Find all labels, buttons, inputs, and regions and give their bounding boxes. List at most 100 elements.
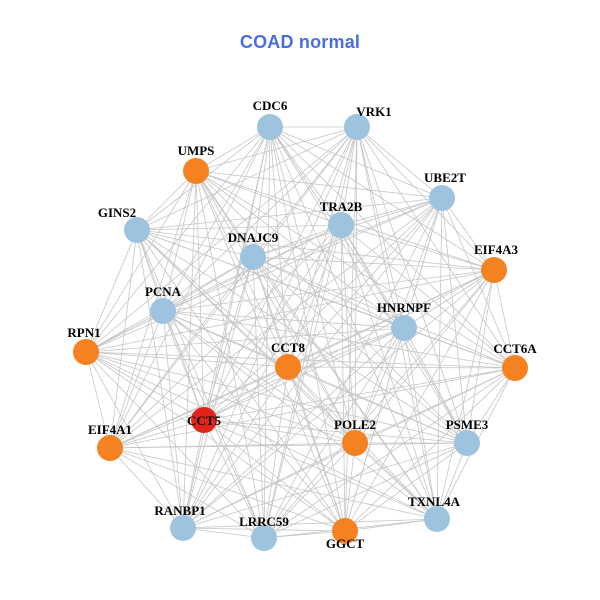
edge [85, 351, 289, 368]
edge [85, 351, 265, 539]
node-label-psme3: PSME3 [446, 417, 489, 432]
edge [195, 170, 468, 444]
edge [263, 197, 443, 539]
edge [109, 447, 438, 520]
edge [182, 126, 271, 529]
edge [195, 126, 358, 172]
node-label-ube2t: UBE2T [424, 170, 466, 185]
edge [109, 366, 289, 449]
edge [182, 442, 356, 529]
edge [344, 327, 405, 532]
edge [85, 310, 164, 353]
edge [182, 256, 254, 529]
edge [85, 229, 138, 353]
edge [85, 197, 443, 353]
edge [252, 256, 516, 369]
edge [182, 197, 443, 529]
edge [109, 224, 342, 449]
edge [203, 419, 438, 520]
edge [203, 197, 443, 421]
edge [340, 224, 495, 271]
node-label-umps: UMPS [178, 143, 215, 158]
edge [85, 327, 405, 353]
node-cct6a [502, 355, 528, 381]
edge [136, 224, 342, 231]
edge [195, 170, 438, 520]
edge [203, 419, 356, 444]
edge [354, 126, 358, 444]
edge [182, 527, 265, 539]
edge [344, 518, 438, 532]
node-label-tra2b: TRA2B [320, 199, 363, 214]
edge [203, 269, 495, 421]
edge [109, 310, 164, 449]
edge [287, 126, 358, 368]
edge [182, 170, 197, 529]
edge [287, 197, 443, 368]
node-label-gins2: GINS2 [98, 205, 136, 220]
edge [182, 224, 342, 529]
node-label-ranbp1: RANBP1 [154, 503, 205, 518]
edge [340, 224, 356, 444]
edge [441, 197, 495, 271]
node-cdc6 [257, 114, 283, 140]
node-txnl4a [424, 506, 450, 532]
node-eif4a1 [97, 435, 123, 461]
edge [263, 126, 271, 539]
edge-layer [85, 126, 516, 539]
edge [263, 126, 358, 539]
edge [263, 367, 516, 539]
edge [436, 442, 468, 520]
edge [356, 126, 516, 369]
edge [195, 170, 289, 368]
edge [403, 269, 495, 329]
node-vrk1 [344, 114, 370, 140]
edge [252, 256, 438, 520]
edge [162, 310, 468, 444]
edge [340, 224, 516, 369]
edge [354, 327, 405, 444]
edge [287, 224, 342, 368]
edge [162, 310, 438, 520]
node-layer [73, 114, 528, 551]
node-label-cct8: CCT8 [271, 340, 305, 355]
node-label-ggct: GGCT [326, 536, 365, 551]
edge [263, 269, 495, 539]
node-ube2t [429, 185, 455, 211]
edge [252, 256, 265, 539]
edge [203, 224, 342, 421]
edge [252, 256, 468, 444]
node-eif4a3 [481, 257, 507, 283]
node-label-txnl4a: TXNL4A [408, 494, 461, 509]
edge [136, 229, 289, 368]
edge [203, 367, 516, 421]
edge [109, 447, 184, 529]
node-label-cct5: CCT5 [187, 413, 221, 428]
label-layer: CDC6 VRK1 UMPS UBE2T GINS2 TRA2B DNAJC9 EIF4A3 P… [67, 98, 537, 551]
node-gins2 [124, 217, 150, 243]
node-label-lrrc59: LRRC59 [239, 514, 289, 529]
edge [162, 310, 405, 329]
edge [109, 126, 358, 449]
edge [263, 366, 289, 539]
edge [109, 269, 495, 449]
node-label-pcna: PCNA [145, 284, 182, 299]
edge [436, 269, 495, 520]
node-label-vrk1: VRK1 [356, 104, 391, 119]
edge [195, 170, 443, 199]
edge [356, 126, 495, 271]
node-label-cdc6: CDC6 [253, 98, 288, 113]
edge [269, 126, 346, 532]
edge [203, 419, 346, 532]
edge [356, 126, 443, 199]
edge [195, 170, 342, 226]
edge [203, 419, 468, 444]
edge [340, 224, 438, 520]
edge [340, 224, 405, 329]
edge [252, 256, 346, 532]
chart-title: COAD normal [239, 32, 361, 52]
edge [252, 126, 271, 258]
edge [136, 229, 254, 258]
node-ggct [332, 518, 358, 544]
